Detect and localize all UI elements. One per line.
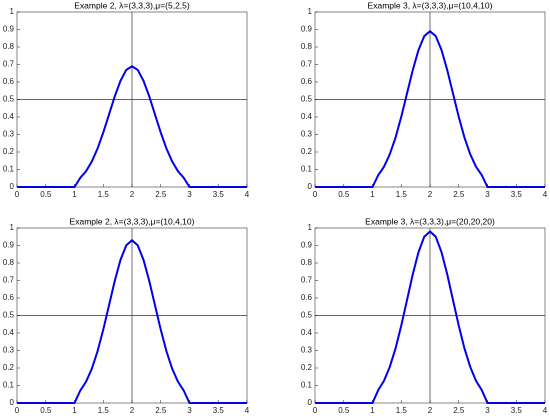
x-tick-label: 0.5 bbox=[338, 190, 350, 199]
y-tick-label: 0.5 bbox=[3, 311, 15, 320]
y-tick-label: 0 bbox=[10, 398, 15, 407]
x-tick-label: 2.5 bbox=[155, 406, 167, 415]
x-tick-label: 0.5 bbox=[40, 190, 52, 199]
y-tick-label: 0.7 bbox=[3, 60, 15, 69]
x-tick-label: 3 bbox=[485, 406, 490, 415]
x-tick-label: 0.5 bbox=[40, 406, 52, 415]
y-tick-label: 0.2 bbox=[301, 147, 313, 156]
y-tick-label: 0 bbox=[308, 398, 313, 407]
chart-title: Example 3, λ=(3,3,3),μ=(10,4,10) bbox=[368, 0, 493, 10]
y-tick-label: 0.5 bbox=[3, 95, 15, 104]
y-tick-label: 0.9 bbox=[3, 241, 15, 250]
y-tick-label: 0.2 bbox=[3, 363, 15, 372]
x-tick-label: 1 bbox=[72, 190, 77, 199]
x-tick-label: 2.5 bbox=[453, 190, 465, 199]
y-tick-label: 0.6 bbox=[301, 293, 313, 302]
y-tick-label: 0.3 bbox=[3, 130, 15, 139]
y-tick-label: 0.3 bbox=[301, 130, 313, 139]
y-tick-label: 0.8 bbox=[3, 258, 15, 267]
x-tick-label: 1 bbox=[370, 190, 375, 199]
x-tick-label: 0 bbox=[15, 406, 20, 415]
y-tick-label: 0.3 bbox=[301, 346, 313, 355]
x-tick-label: 1.5 bbox=[396, 406, 408, 415]
x-tick-label: 4 bbox=[543, 406, 548, 415]
x-tick-label: 1 bbox=[370, 406, 375, 415]
chart-title: Example 2, λ=(3,3,3),μ=(5,2,5) bbox=[74, 0, 190, 10]
y-tick-label: 0.6 bbox=[3, 293, 15, 302]
y-tick-label: 0.6 bbox=[301, 77, 313, 86]
y-tick-label: 0.6 bbox=[3, 77, 15, 86]
x-tick-label: 2 bbox=[130, 406, 135, 415]
y-tick-label: 0.1 bbox=[3, 381, 15, 390]
y-tick-label: 0.4 bbox=[301, 112, 313, 121]
x-tick-label: 0 bbox=[313, 406, 318, 415]
y-tick-label: 0.2 bbox=[301, 363, 313, 372]
y-tick-label: 0.7 bbox=[301, 60, 313, 69]
x-tick-label: 2.5 bbox=[453, 406, 465, 415]
x-tick-label: 3 bbox=[485, 190, 490, 199]
x-tick-label: 4 bbox=[245, 406, 250, 415]
x-tick-label: 1.5 bbox=[98, 406, 110, 415]
y-tick-label: 0.3 bbox=[3, 346, 15, 355]
y-tick-label: 0.7 bbox=[3, 276, 15, 285]
x-tick-label: 0.5 bbox=[338, 406, 350, 415]
chart-title: Example 3, λ=(3,3,3),μ=(20,20,20) bbox=[365, 216, 495, 226]
x-tick-label: 0 bbox=[313, 190, 318, 199]
curve bbox=[17, 65, 247, 188]
y-tick-label: 0.4 bbox=[3, 328, 15, 337]
y-tick-label: 1 bbox=[10, 223, 15, 232]
y-tick-label: 0.9 bbox=[301, 241, 313, 250]
y-tick-label: 1 bbox=[308, 223, 313, 232]
chart-title: Example 2, λ=(3,3,3),μ=(10,4,10) bbox=[70, 216, 195, 226]
y-tick-label: 0 bbox=[308, 182, 313, 191]
x-tick-label: 2 bbox=[428, 190, 433, 199]
x-tick-label: 2.5 bbox=[155, 190, 167, 199]
x-tick-label: 4 bbox=[543, 190, 548, 199]
y-tick-label: 0.2 bbox=[3, 147, 15, 156]
x-tick-label: 1.5 bbox=[98, 190, 110, 199]
x-tick-label: 0 bbox=[15, 190, 20, 199]
y-tick-label: 0.4 bbox=[301, 328, 313, 337]
y-tick-label: 0.7 bbox=[301, 276, 313, 285]
y-tick-label: 0.1 bbox=[301, 381, 313, 390]
y-tick-label: 0.9 bbox=[3, 25, 15, 34]
y-tick-label: 0.1 bbox=[3, 165, 15, 174]
curve bbox=[17, 238, 247, 404]
curve bbox=[315, 230, 545, 404]
x-tick-label: 3.5 bbox=[213, 190, 225, 199]
x-tick-label: 3.5 bbox=[213, 406, 225, 415]
y-tick-label: 0.5 bbox=[301, 95, 313, 104]
y-tick-label: 0 bbox=[10, 182, 15, 191]
y-tick-label: 0.8 bbox=[301, 42, 313, 51]
y-tick-label: 0.9 bbox=[301, 25, 313, 34]
x-tick-label: 3 bbox=[187, 406, 192, 415]
x-tick-label: 1 bbox=[72, 406, 77, 415]
y-tick-label: 0.8 bbox=[3, 42, 15, 51]
x-tick-label: 2 bbox=[428, 406, 433, 415]
y-tick-label: 0.5 bbox=[301, 311, 313, 320]
y-tick-label: 0.1 bbox=[301, 165, 313, 174]
x-tick-label: 3.5 bbox=[511, 406, 523, 415]
x-tick-label: 3 bbox=[187, 190, 192, 199]
curve bbox=[315, 29, 545, 188]
x-tick-label: 4 bbox=[245, 190, 250, 199]
x-tick-label: 1.5 bbox=[396, 190, 408, 199]
y-tick-label: 0.8 bbox=[301, 258, 313, 267]
x-tick-label: 2 bbox=[130, 190, 135, 199]
y-tick-label: 0.4 bbox=[3, 112, 15, 121]
x-tick-label: 3.5 bbox=[511, 190, 523, 199]
y-tick-label: 1 bbox=[10, 7, 15, 16]
y-tick-label: 1 bbox=[308, 7, 313, 16]
